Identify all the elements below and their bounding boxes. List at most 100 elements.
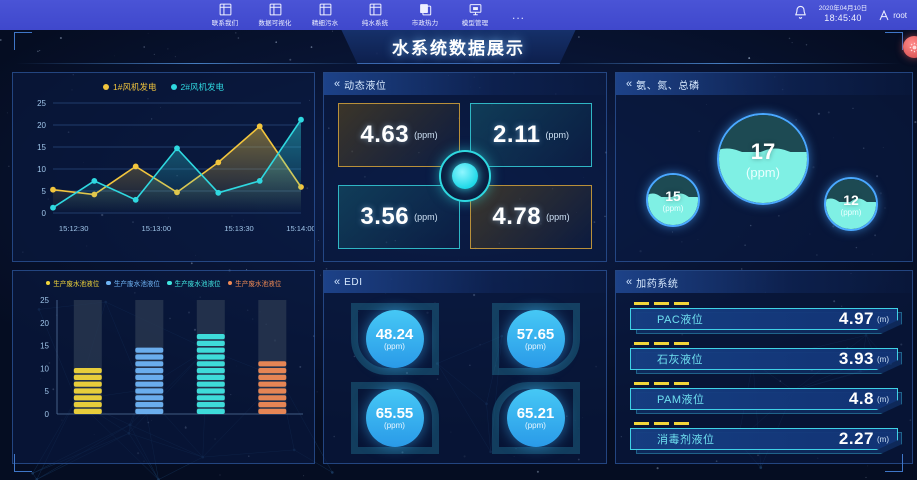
legend-item-2[interactable]: 生产废水池液位 [106, 278, 160, 288]
copy-icon [419, 3, 432, 16]
svg-text:15: 15 [40, 342, 49, 351]
nav-item-4[interactable]: 纯水系统 [350, 0, 400, 30]
nav-more-button[interactable]: ... [512, 8, 526, 22]
gauge-wave [719, 148, 807, 157]
bell-icon[interactable] [794, 5, 807, 25]
nav-item-6[interactable]: 模型管理 [450, 0, 500, 30]
dosing-row-3[interactable]: PAM液位 4.8 (m) [630, 382, 902, 414]
edi-frame [350, 302, 439, 375]
dosing-label: 消毒剂液位 [657, 434, 715, 446]
edi-frame [350, 381, 439, 454]
dynamic-level-unit: (ppm) [414, 212, 438, 222]
edi-value: 48.24 [375, 326, 414, 343]
dosing-unit: (m) [877, 314, 889, 324]
legend-label: 2#风机发电 [180, 82, 224, 92]
dynamic-level-value: 4.63 [360, 121, 410, 148]
nav-item-5[interactable]: 市政热力 [400, 0, 450, 30]
edi-gauge: 65.55 (ppm) [365, 388, 424, 447]
legend-dot [227, 280, 233, 286]
edi-cell-3[interactable]: 65.55 (ppm) [349, 380, 441, 456]
dynamic-level-cell-2[interactable]: 2.11 (ppm) [470, 103, 592, 167]
dynamic-level-body: 4.78 (ppm) 3.56 (ppm) 2.11 (ppm) 4.63 (ppm) [324, 95, 606, 261]
edi-cell-1[interactable]: 48.24 (ppm) [349, 301, 441, 377]
nav-item-1[interactable]: 联系我们 [200, 0, 250, 30]
nutrient-gauge-1[interactable]: 17 (ppm) [717, 113, 809, 205]
legend-label: 1#风机发电 [113, 82, 157, 92]
legend-dot [167, 280, 172, 286]
window-icon [219, 3, 232, 16]
dosing-row-1[interactable]: PAC液位 4.97 (m) [630, 302, 902, 334]
panel-edi: « EDI 48.24 (ppm) 57.65 (ppm) 65.55 (ppm… [323, 270, 607, 464]
dosing-unit: (m) [877, 434, 889, 444]
topbar-right-cluster: 2020年04月10日 18:45:40 root [794, 5, 917, 25]
user-icon [879, 9, 889, 20]
dynamic-level-cell-3[interactable]: 3.56 (ppm) [338, 185, 460, 249]
edi-unit: (ppm) [384, 342, 405, 351]
nav-item-label: 纯水系统 [361, 20, 389, 27]
edi-cell-grid: 48.24 (ppm) 57.65 (ppm) 65.55 (ppm) 65.2… [324, 299, 606, 457]
gauge-wave [648, 193, 698, 201]
dynamic-level-cell-1[interactable]: 4.63 (ppm) [338, 103, 460, 167]
chevron-left-icon[interactable]: « [334, 77, 340, 90]
dosing-row-2[interactable]: 石灰液位 3.93 (m) [630, 342, 902, 374]
dosing-dash-marks [634, 422, 689, 425]
dynamic-level-cell-4[interactable]: 4.78 (ppm) [470, 185, 592, 249]
panel-title-edi: EDI [344, 276, 363, 288]
nav-item-2[interactable]: 数据可视化 [250, 0, 300, 30]
title-rule-left [16, 63, 376, 64]
legend-item-3[interactable]: 生产废水池液位 [167, 278, 221, 288]
svg-text:15:14:00: 15:14:00 [286, 224, 314, 233]
dynamic-level-header: « 动态液位 [324, 73, 606, 95]
edi-cell-4[interactable]: 65.21 (ppm) [490, 380, 582, 456]
panel-title-nutrients: 氨、氮、总磷 [636, 80, 700, 92]
dosing-value: 2.27 [838, 429, 874, 448]
nav-item-label: 精细污水 [311, 20, 339, 27]
legend-item-4[interactable]: 生产废水池液位 [227, 278, 281, 288]
svg-text:5: 5 [45, 387, 50, 396]
wind-chart-legend: 1#风机发电 2#风机发电 [13, 73, 314, 93]
window-icon [319, 3, 332, 16]
nutrients-body: 17 (ppm) 15 (ppm) 12 (ppm) [616, 95, 912, 261]
chevron-left-icon[interactable]: « [626, 275, 632, 288]
chevron-left-icon[interactable]: « [626, 77, 632, 90]
edi-cell-2[interactable]: 57.65 (ppm) [490, 301, 582, 377]
frame-corner-bottom-left [14, 454, 32, 472]
dosing-body: PAC液位 4.97 (m) 石灰液位 3.93 (m) PAM液位 4.8 (… [616, 293, 912, 463]
dosing-row-4[interactable]: 消毒剂液位 2.27 (m) [630, 422, 902, 454]
chevron-left-icon[interactable]: « [334, 275, 340, 288]
legend-dot [45, 280, 51, 286]
panel-dynamic-level: « 动态液位 4.78 (ppm) 3.56 (ppm) 2.11 (ppm) 4.63 (p… [323, 72, 607, 262]
wastewater-chart-legend: 生产废水池液位 生产废水池液位 生产废水池液位 生产废水池液位 [13, 271, 314, 288]
nutrients-header: « 氨、氮、总磷 [616, 73, 912, 95]
wind-line-chart: 0 5 10 15 20 25 15:12:30 15:13:00 15:13:30 15:14:… [37, 99, 314, 233]
gauge-text: 17 (ppm) [719, 115, 807, 203]
edi-header: « EDI [324, 271, 606, 293]
edi-gauge: 48.24 (ppm) [365, 309, 424, 368]
wastewater-bar-chart: 0 5 10 15 20 25 [40, 296, 303, 419]
nutrient-gauge-3[interactable]: 12 (ppm) [824, 177, 878, 231]
edi-value: 65.21 [516, 405, 555, 422]
nav-item-3[interactable]: 精细污水 [300, 0, 350, 30]
legend-item-2[interactable]: 2#风机发电 [170, 81, 224, 93]
svg-text:20: 20 [40, 319, 49, 328]
user-menu[interactable]: root [879, 9, 907, 21]
svg-text:15:13:00: 15:13:00 [142, 224, 172, 233]
dosing-unit: (m) [877, 394, 889, 404]
edi-body: 48.24 (ppm) 57.65 (ppm) 65.55 (ppm) 65.2… [324, 293, 606, 463]
dosing-bar: 石灰液位 3.93 (m) [630, 348, 898, 370]
svg-text:15:12:30: 15:12:30 [59, 224, 89, 233]
dosing-value: 3.93 [838, 349, 874, 368]
frame-corner-top-left [14, 32, 32, 50]
legend-item-1[interactable]: 生产废水池液位 [45, 278, 99, 288]
legend-item-1[interactable]: 1#风机发电 [103, 81, 157, 93]
nutrient-gauge-2[interactable]: 15 (ppm) [646, 173, 700, 227]
title-rule-right [541, 63, 901, 64]
window-icon [369, 3, 382, 16]
dynamic-level-unit: (ppm) [546, 212, 570, 222]
dynamic-level-value: 4.78 [492, 203, 542, 230]
svg-text:0: 0 [45, 410, 50, 419]
dosing-bar: PAC液位 4.97 (m) [630, 308, 898, 330]
dosing-value: 4.8 [848, 389, 874, 408]
edi-unit: (ppm) [525, 421, 546, 430]
